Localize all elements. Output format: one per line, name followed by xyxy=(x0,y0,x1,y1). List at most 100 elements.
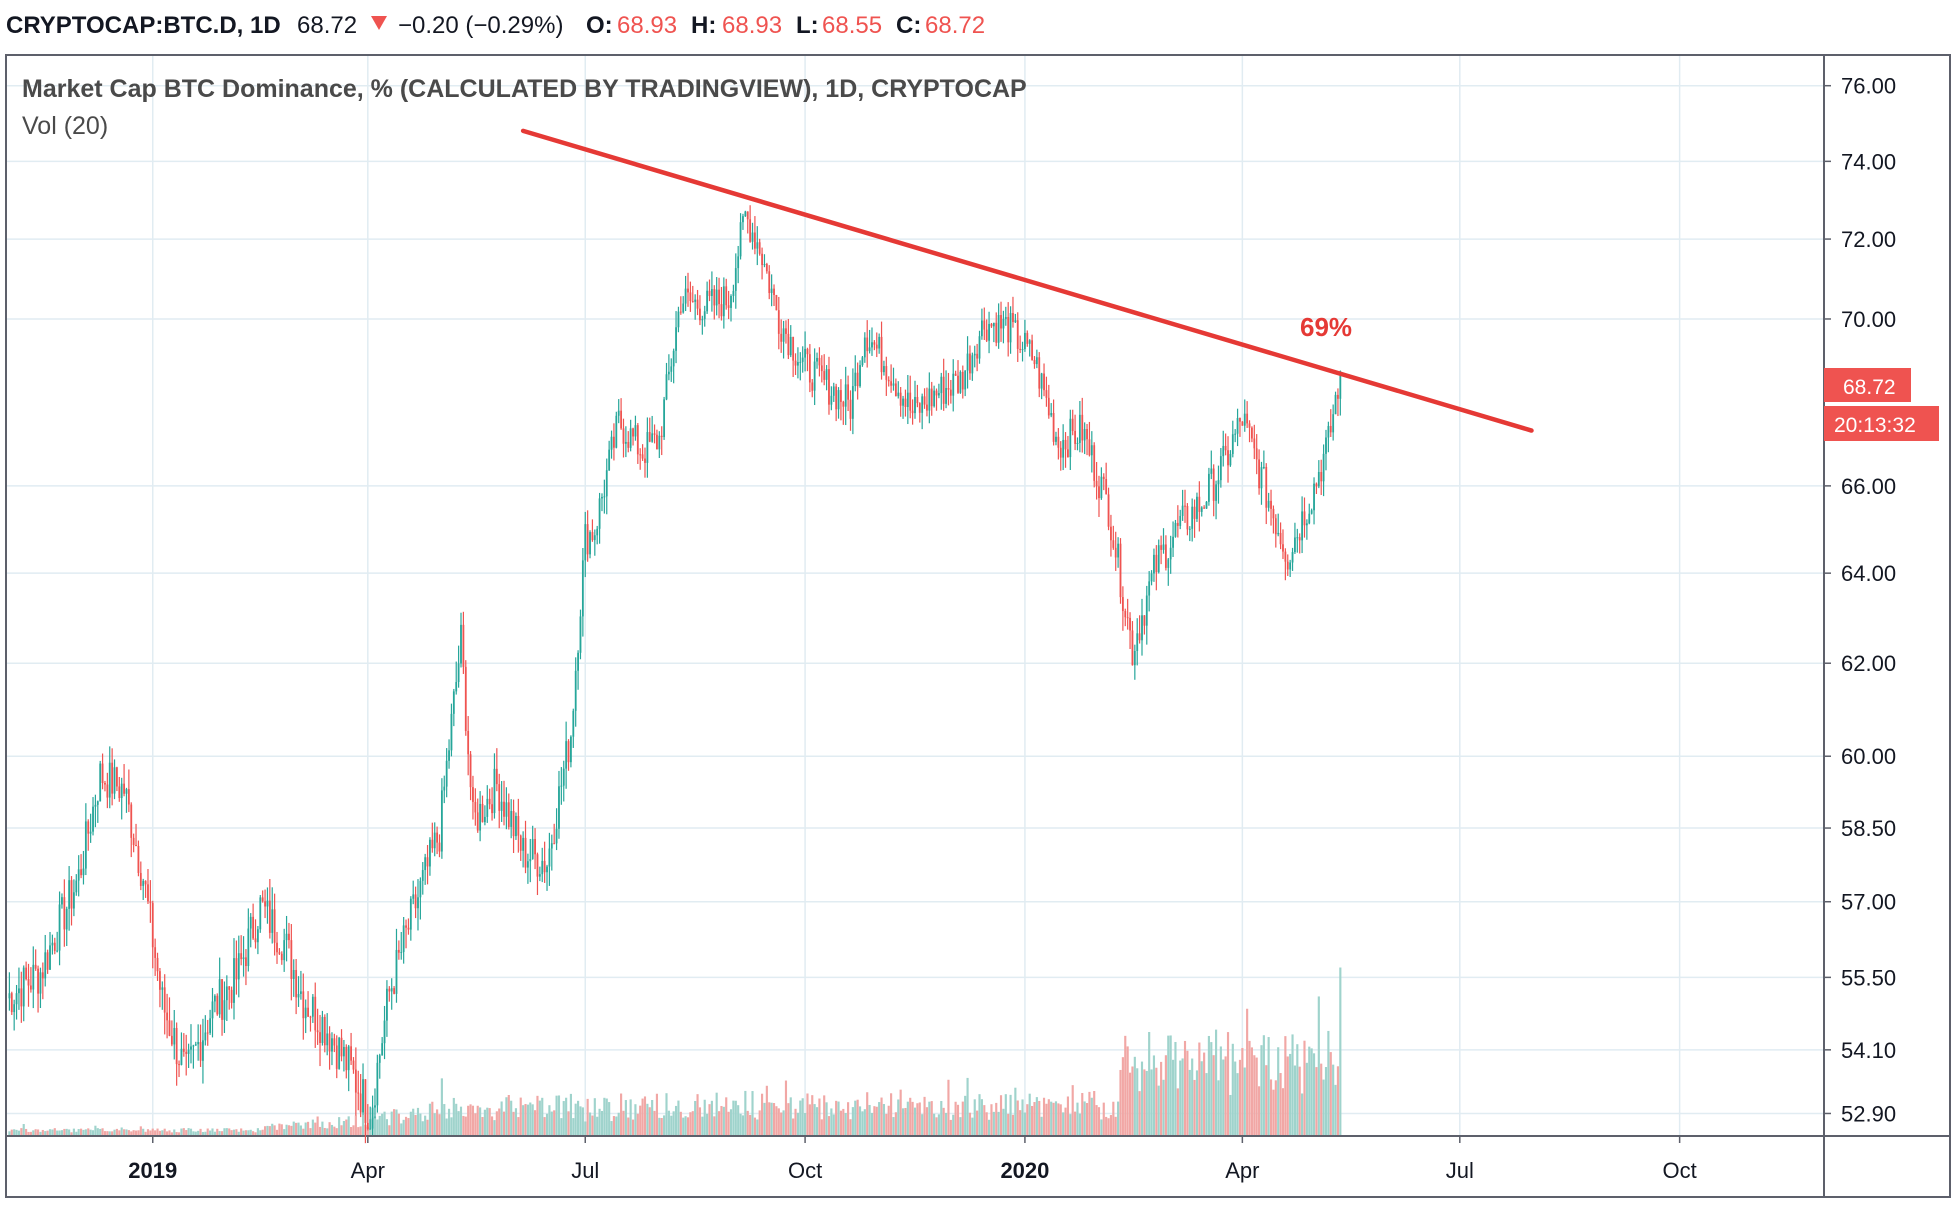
symbol-name[interactable]: CRYPTOCAP:BTC.D, 1D xyxy=(6,12,281,39)
volume-bar xyxy=(237,1131,240,1135)
volume-bar xyxy=(1243,1067,1246,1135)
volume-bar xyxy=(935,1117,938,1135)
volume-bar xyxy=(1286,1056,1289,1135)
volume-bar xyxy=(703,1099,706,1135)
candle-body xyxy=(1035,357,1038,365)
volume-legend[interactable]: Vol (20) xyxy=(22,112,108,140)
volume-bar xyxy=(1109,1115,1113,1135)
candle-body xyxy=(197,1042,200,1045)
volume-bar xyxy=(1183,1040,1187,1135)
volume-bar xyxy=(1255,1057,1258,1135)
candle-body xyxy=(108,762,111,798)
candle-body xyxy=(1255,448,1258,460)
candle-body xyxy=(376,1062,379,1106)
candle-body xyxy=(510,811,513,827)
volume-bar xyxy=(536,1095,539,1135)
candle-body xyxy=(8,993,11,999)
candle-body xyxy=(72,892,75,909)
volume-bar xyxy=(158,1130,162,1135)
volume-bar xyxy=(600,1110,604,1135)
trendline-annotation[interactable]: 69% xyxy=(1300,312,1352,342)
volume-bar xyxy=(1124,1035,1127,1135)
candle-body xyxy=(228,986,231,990)
volume-bar xyxy=(1186,1050,1189,1135)
volume-bar xyxy=(1234,1061,1237,1135)
volume-bar xyxy=(1281,1088,1285,1135)
candle-body xyxy=(756,242,759,249)
candle-body xyxy=(469,754,472,788)
time-axis[interactable]: 2019 Apr Jul Oct 2020 Apr Jul Oct xyxy=(128,1135,1697,1183)
candle-body xyxy=(794,360,797,366)
candle-body xyxy=(789,336,792,356)
volume-bar xyxy=(541,1097,544,1135)
volume-bar xyxy=(101,1128,104,1135)
volume-bar xyxy=(1088,1091,1091,1135)
candle-body xyxy=(844,384,847,407)
volume-bar xyxy=(710,1100,713,1135)
candle-body xyxy=(605,470,608,497)
price-axis[interactable]: 76.00 74.00 72.00 70.00 66.00 64.00 62.00 60.00… xyxy=(1823,74,1896,1127)
volume-bar xyxy=(992,1111,995,1135)
volume-bar xyxy=(1248,1040,1251,1135)
candle-body xyxy=(536,854,539,877)
candle-body xyxy=(285,933,288,941)
candle-body xyxy=(980,320,983,337)
candle-body xyxy=(835,386,838,410)
volume-bar xyxy=(629,1099,632,1135)
candle-body xyxy=(1040,373,1043,389)
volume-bar xyxy=(306,1121,310,1135)
candle-body xyxy=(357,1092,360,1094)
volume-bar xyxy=(139,1126,142,1135)
candle-body xyxy=(890,381,893,386)
candle-body xyxy=(823,371,826,380)
volume-bar xyxy=(130,1131,133,1135)
candle-body xyxy=(617,410,620,416)
volume-bar xyxy=(201,1131,205,1135)
volume-bar xyxy=(921,1114,924,1135)
candle-body xyxy=(856,372,859,387)
candle-body xyxy=(433,832,436,849)
candle-body xyxy=(517,816,520,836)
volume-bar xyxy=(801,1098,804,1135)
bar-countdown-badge: 20:13:32 xyxy=(1824,406,1939,441)
volume-bar xyxy=(1011,1114,1015,1135)
volume-bar xyxy=(335,1128,338,1135)
volume-bar xyxy=(1145,1070,1148,1135)
volume-bar xyxy=(911,1101,914,1135)
series-legend-title[interactable]: Market Cap BTC Dominance, % (CALCULATED … xyxy=(22,75,1027,103)
candle-body xyxy=(182,1048,185,1052)
volume-bar xyxy=(65,1128,68,1135)
volume-bar xyxy=(811,1095,814,1135)
volume-bar xyxy=(894,1112,897,1135)
volume-bar xyxy=(173,1129,176,1135)
volume-bar xyxy=(531,1104,534,1135)
candle-body xyxy=(785,328,787,334)
volume-bar xyxy=(940,1100,943,1135)
candle-body xyxy=(1169,547,1172,560)
candle-body xyxy=(543,860,546,873)
candle-body xyxy=(894,383,897,397)
trendline-drawing[interactable] xyxy=(520,128,1534,433)
high-value: 68.93 xyxy=(722,12,782,39)
volume-bar xyxy=(985,1112,988,1135)
candle-body xyxy=(1148,581,1151,596)
candle-body xyxy=(1212,468,1215,501)
candle-body xyxy=(1301,511,1304,541)
volume-bar xyxy=(684,1116,687,1135)
volume-bar xyxy=(213,1131,216,1135)
x-tick-label: Oct xyxy=(1663,1158,1697,1183)
candle-body xyxy=(1184,505,1186,507)
volume-bar xyxy=(36,1129,40,1135)
candle-body xyxy=(1224,445,1227,451)
volume-bar xyxy=(1107,1118,1110,1135)
candle-body xyxy=(710,289,713,297)
candle-body xyxy=(323,1016,326,1046)
volume-bar xyxy=(1016,1100,1019,1135)
candle-body xyxy=(362,1079,364,1113)
volume-bar xyxy=(123,1129,126,1135)
candle-body xyxy=(493,768,496,814)
candle-body xyxy=(237,953,240,980)
candle-body xyxy=(923,396,926,405)
candle-body xyxy=(393,988,396,994)
